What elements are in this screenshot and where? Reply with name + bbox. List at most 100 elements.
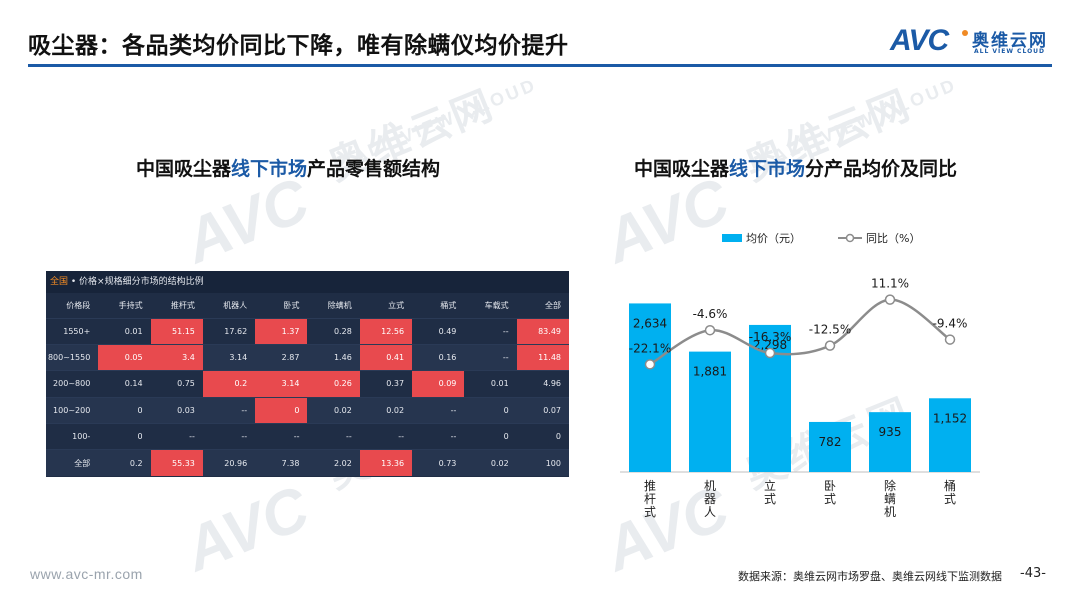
table-cell: -- — [202, 423, 256, 450]
column-header: 车载式 — [464, 293, 517, 318]
column-header: 桶式 — [412, 293, 465, 318]
avc-logo: AVC 奥维云网 ALL VIEW CLOUD — [890, 24, 1060, 60]
column-header: 卧式 — [255, 293, 308, 318]
bar-value-label: 1,881 — [693, 365, 727, 379]
category-label: 人 — [704, 505, 716, 519]
table-cell: 0.37 — [359, 370, 413, 398]
category-label: 机 — [884, 505, 896, 519]
column-header: 立式 — [359, 293, 413, 318]
structure-table-panel: 全国 • 价格×规格细分市场的结构比例 价格段 手持式 推杆式 机器人 卧式 除螨机 立式桶… — [46, 271, 569, 477]
table-cell: -- — [150, 423, 203, 450]
row-label: 200~800 — [46, 370, 99, 398]
table-row: 800~1550 0.05 3.4 3.14 2.87 1.46 0.41 0.16 -- 11.… — [46, 343, 569, 371]
yoy-label: -4.6% — [693, 307, 728, 321]
table-section-title: 中国吸尘器线下市场产品零售额结构 — [136, 154, 440, 181]
column-header: 除螨机 — [307, 293, 360, 318]
avg-price-chart: 均价（元） 同比（%）推杆式机器人立式卧式除螨机桶式2,6341,8812,298… — [620, 232, 980, 519]
table-cell: 0.73 — [412, 449, 465, 477]
table-cell: 12.56 — [359, 317, 413, 345]
table-cell: 0 — [464, 423, 517, 450]
legend-bar-swatch — [722, 234, 742, 242]
yoy-point — [704, 324, 716, 336]
logo-mark: AVC — [890, 24, 949, 57]
category-label: 除 — [884, 478, 896, 493]
table-cell: 0.75 — [150, 370, 203, 398]
table-cell: 0.14 — [98, 370, 151, 398]
yoy-label: -16.3% — [749, 330, 791, 344]
logo-en: ALL VIEW CLOUD — [974, 48, 1046, 55]
table-row: 全部 0.2 55.33 20.96 7.38 2.02 13.36 0.73 0.02 100 — [46, 449, 569, 477]
legend-bar-label: 均价（元） — [746, 232, 801, 245]
category-label: 式 — [644, 505, 656, 519]
table-cell: 2.02 — [307, 449, 360, 477]
category-label: 推 — [644, 479, 656, 493]
category-label: 螨 — [884, 492, 896, 506]
table-cell: 0 — [464, 396, 517, 424]
bar-value-label: 782 — [819, 435, 842, 449]
table-cell: 3.14 — [255, 370, 308, 398]
table-row: 100- 0 -- -- -- -- -- -- 0 0 — [46, 423, 569, 450]
table-cell: -- — [307, 423, 360, 450]
table-cell: 0.28 — [307, 317, 360, 345]
bar-value-label: 935 — [879, 425, 902, 439]
table-cell: 20.96 — [202, 449, 256, 477]
yoy-point — [944, 334, 956, 345]
yoy-label: 11.1% — [871, 277, 909, 291]
table-row: 1550+ 0.01 51.15 17.62 1.37 0.28 12.56 0.49 -- 83… — [46, 317, 569, 345]
table-title-pre: 中国吸尘器 — [136, 158, 232, 180]
legend-line-label: 同比（%） — [866, 232, 920, 245]
table-cell: 0.09 — [412, 370, 465, 398]
bar-value-label: 1,152 — [933, 411, 967, 425]
table-caption-scope: 全国 — [50, 277, 69, 287]
table-cell: 3.4 — [150, 343, 203, 371]
table-cell: 100 — [516, 449, 569, 477]
table-cell: 0.07 — [516, 396, 569, 424]
table-cell: 0.16 — [412, 343, 465, 371]
table-cell: 51.15 — [150, 317, 203, 345]
yoy-label: -9.4% — [933, 317, 968, 331]
table-cell: 0 — [255, 396, 308, 424]
yoy-point — [764, 347, 776, 359]
table-cell: 13.36 — [359, 449, 413, 477]
table-cell: 7.38 — [255, 449, 308, 477]
row-label: 1550+ — [46, 317, 99, 345]
table-cell: 0.01 — [98, 317, 151, 345]
table-row: 100~200 0 0.03 -- 0 0.02 0.02 -- 0 0.07 — [46, 396, 569, 424]
bar — [689, 351, 731, 472]
table-cell: 4.96 — [516, 370, 569, 398]
table-row: 200~800 0.14 0.75 0.2 3.14 0.26 0.37 0.09 0.01 4.… — [46, 370, 569, 398]
bar — [869, 412, 911, 472]
table-caption-text: • 价格×规格细分市场的结构比例 — [70, 277, 204, 287]
watermark-mark: AVC — [175, 165, 319, 277]
table-cell: 55.33 — [150, 449, 203, 477]
table-cell: 17.62 — [202, 317, 256, 345]
yoy-line — [649, 298, 951, 366]
table-cell: 0.05 — [98, 343, 151, 371]
chart-title-post: 分产品均价及同比 — [805, 158, 958, 180]
table-title-post: 产品零售额结构 — [307, 158, 441, 180]
table-cell: 0.01 — [464, 370, 517, 398]
table-cell: 1.46 — [307, 343, 360, 371]
structure-table: 价格段 手持式 推杆式 机器人 卧式 除螨机 立式 桶式 车载式 全部 1550+ 0.01 51.1… — [46, 293, 569, 477]
table-cell: 0.41 — [359, 343, 413, 371]
chart-section-title: 中国吸尘器线下市场分产品均价及同比 — [634, 154, 957, 181]
column-header: 价格段 — [46, 293, 99, 318]
table-cell: 0.49 — [412, 317, 465, 345]
table-cell: 0.02 — [464, 449, 517, 477]
row-label: 100~200 — [46, 396, 99, 424]
table-header-row: 价格段 手持式 推杆式 机器人 卧式 除螨机 立式 桶式 车载式 全部 — [46, 293, 569, 318]
category-label: 式 — [824, 492, 836, 506]
table-cell: 0.02 — [359, 396, 413, 424]
table-title-highlight: 线下市场 — [231, 158, 308, 180]
table-cell: -- — [464, 317, 517, 345]
yoy-label: -12.5% — [809, 323, 851, 337]
yoy-point — [644, 359, 656, 370]
table-cell: -- — [202, 396, 256, 424]
title-divider — [28, 64, 1052, 67]
table-cell: 0 — [516, 423, 569, 450]
chart-title-highlight: 线下市场 — [729, 158, 806, 180]
watermark-mark: AVC — [175, 473, 319, 585]
category-label: 桶 — [944, 478, 956, 493]
footer-url: www.avc-mr.com — [30, 566, 143, 582]
column-header: 手持式 — [98, 293, 151, 318]
